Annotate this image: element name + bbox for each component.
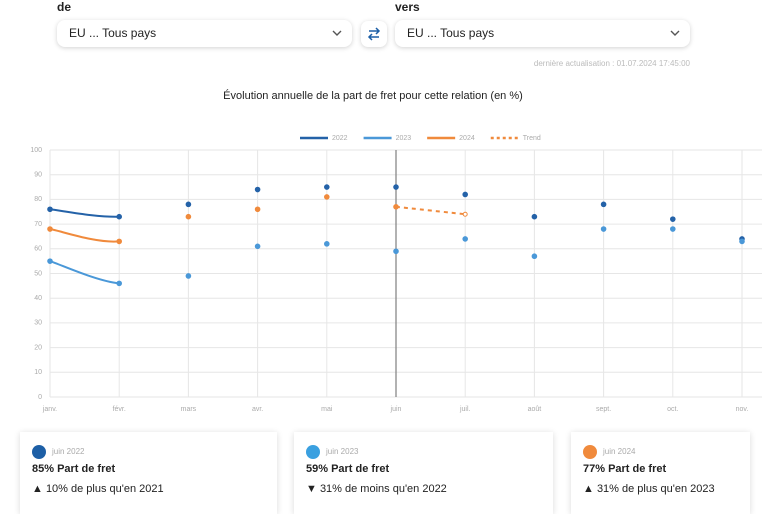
series-line <box>49 260 120 285</box>
card-dot <box>32 445 46 459</box>
legend-label: Trend <box>523 135 541 142</box>
data-point <box>185 273 192 279</box>
data-point <box>670 226 676 232</box>
x-tick-label: août <box>528 406 542 413</box>
from-dropdown[interactable]: EU ... Tous pays <box>57 20 352 47</box>
card-change: ▲ 31% de plus qu'en 2023 <box>583 483 715 495</box>
y-tick-label: 80 <box>34 196 42 203</box>
legend-label: 2023 <box>396 135 412 142</box>
y-tick-label: 40 <box>34 295 42 302</box>
data-point <box>254 206 261 213</box>
y-tick-label: 10 <box>34 369 42 376</box>
x-tick-label: juil. <box>459 406 471 413</box>
card-period: juin 2023 <box>326 447 359 456</box>
data-point <box>185 201 192 208</box>
x-tick-label: oct. <box>667 406 678 413</box>
card-dot <box>306 445 320 459</box>
card-headline: 77% Part de fret <box>583 463 667 475</box>
data-point <box>324 194 330 200</box>
x-tick-label: juin <box>390 406 402 413</box>
summary-card: juin 2023 59% Part de fret ▼ 31% de moins … <box>294 432 553 514</box>
y-tick-label: 60 <box>34 246 42 253</box>
swap-button[interactable] <box>361 21 387 47</box>
swap-icon <box>367 27 381 41</box>
data-point <box>47 226 53 232</box>
x-tick-label: févr. <box>113 406 126 413</box>
x-tick-label: mars <box>181 406 197 413</box>
chevron <box>670 30 680 36</box>
from-value: EU ... Tous pays <box>69 26 157 40</box>
y-tick-label: 70 <box>34 221 42 228</box>
data-point <box>185 213 192 220</box>
data-point <box>600 226 607 232</box>
data-point <box>462 191 469 198</box>
chart-title: Évolution annuelle de la part de fret po… <box>223 89 523 102</box>
card-change: ▼ 31% de moins qu'en 2022 <box>306 483 447 495</box>
card-period: juin 2024 <box>603 447 636 456</box>
series-line <box>49 228 120 243</box>
data-point <box>116 238 122 245</box>
data-point <box>393 248 399 255</box>
data-point <box>47 206 53 213</box>
series-line <box>395 205 466 216</box>
x-tick-label: sept. <box>596 406 611 413</box>
data-point <box>116 280 122 287</box>
legend-label: 2022 <box>332 135 348 142</box>
card-change: ▲ 10% de plus qu'en 2021 <box>32 483 164 495</box>
y-tick-label: 50 <box>34 270 42 277</box>
y-tick-label: 20 <box>34 344 42 351</box>
to-dropdown[interactable]: EU ... Tous pays <box>395 20 690 47</box>
x-tick-label: janv. <box>42 406 57 413</box>
data-point <box>531 213 538 220</box>
data-point <box>393 184 399 190</box>
from-label: de <box>57 0 72 14</box>
data-point <box>324 184 330 190</box>
data-point <box>600 201 607 208</box>
to-label: vers <box>395 0 420 14</box>
x-tick-label: nov. <box>736 406 749 413</box>
card-period: juin 2022 <box>52 447 85 456</box>
data-point <box>739 238 745 245</box>
to-value: EU ... Tous pays <box>407 26 495 40</box>
chart: Évolution annuelle de la part de fret po… <box>30 89 762 413</box>
data-point <box>670 216 676 222</box>
summary-card: juin 2022 85% Part de fret ▲ 10% de plus q… <box>20 432 277 514</box>
y-tick-label: 0 <box>38 394 42 401</box>
card-headline: 85% Part de fret <box>32 463 116 475</box>
last-update: dernière actualisation : 01.07.2024 17:4… <box>533 59 690 68</box>
legend-label: 2024 <box>459 135 475 142</box>
data-point <box>254 186 261 193</box>
data-point <box>324 241 330 247</box>
x-tick-label: avr. <box>252 406 263 413</box>
x-tick-label: mai <box>321 406 333 413</box>
data-point <box>462 211 468 217</box>
data-point <box>531 253 538 260</box>
card-headline: 59% Part de fret <box>306 463 390 475</box>
data-point <box>254 243 261 250</box>
y-tick-label: 90 <box>34 172 42 179</box>
card-dot <box>583 445 597 459</box>
data-point <box>47 258 53 264</box>
data-point <box>116 213 122 220</box>
summary-card: juin 2024 77% Part de fret ▲ 31% de plus q… <box>571 432 750 514</box>
data-point <box>462 236 469 242</box>
series-line <box>49 208 120 218</box>
y-tick-label: 30 <box>34 320 42 327</box>
y-tick-label: 100 <box>30 147 42 154</box>
chevron <box>332 30 342 36</box>
